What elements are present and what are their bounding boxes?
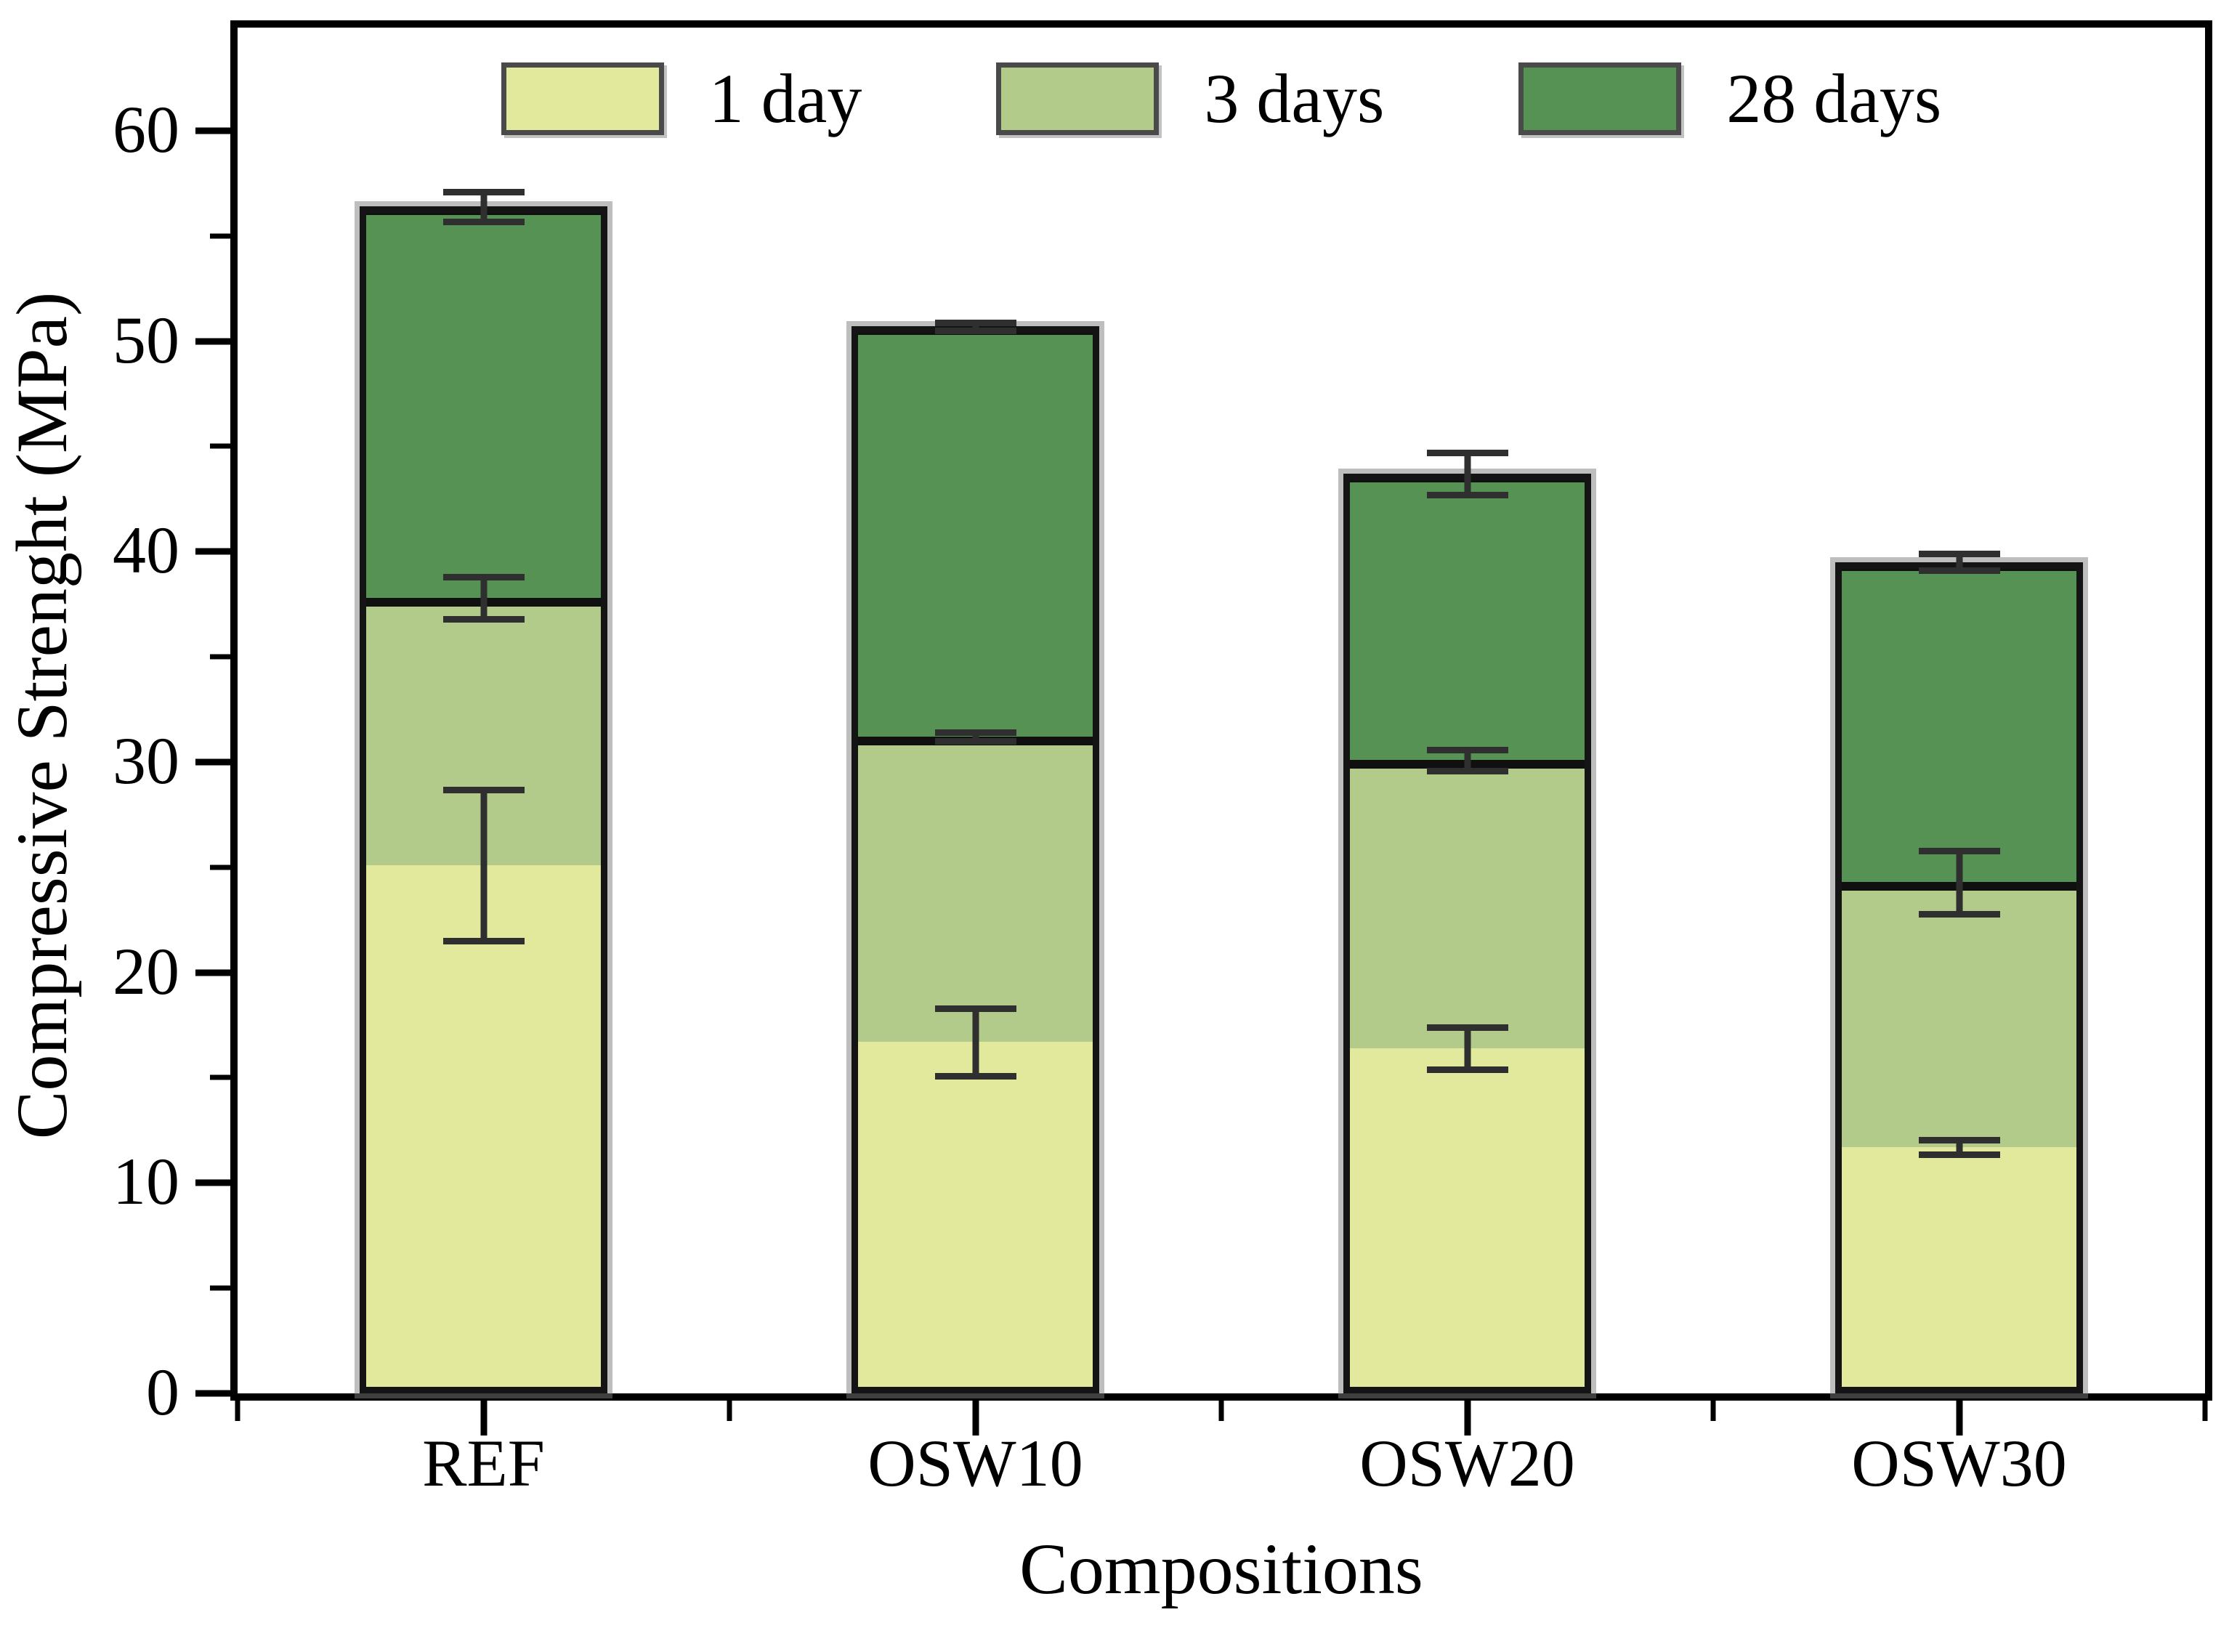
legend-swatch-3-days [996, 62, 1160, 135]
y-tick-label-40: 40 [113, 513, 179, 588]
y-axis-label: Compressive Strenght (MPa) [1, 291, 82, 1140]
y-tick-60 [195, 127, 230, 134]
error-bar-OSW10-28-days-line [972, 322, 979, 331]
y-tick-20 [195, 969, 230, 976]
error-bar-OSW20-28-days-line [1464, 453, 1471, 495]
y-tick-10 [195, 1179, 230, 1186]
x-tick-OSW20 [1464, 1401, 1471, 1436]
y-tick-label-30: 30 [113, 724, 179, 798]
x-minor-tick-0 [235, 1401, 240, 1421]
error-bar-OSW10-1-day-line [972, 1008, 979, 1076]
x-minor-tick-2 [1218, 1401, 1224, 1421]
x-tick-label-OSW10: OSW10 [867, 1426, 1083, 1500]
legend-label-1-day: 1 day [708, 60, 862, 137]
bar-segment-REF-1-day [359, 865, 608, 1393]
bar-outline-OSW20 [1338, 469, 1597, 1398]
error-bar-REF-1-day-cap-top [442, 786, 525, 793]
y-tick-label-0: 0 [146, 1355, 179, 1430]
error-bar-OSW20-1-day-line [1464, 1027, 1471, 1069]
legend-swatch-28-days [1518, 62, 1682, 135]
error-bar-REF-28-days-line [480, 191, 487, 222]
y-minor-tick-55 [210, 233, 230, 239]
error-bar-OSW10-28-days-cap-bottom [934, 328, 1016, 335]
y-minor-tick-15 [210, 1074, 230, 1080]
y-minor-tick-5 [210, 1285, 230, 1291]
error-bar-OSW10-28-days-cap-top [934, 319, 1016, 326]
y-tick-0 [195, 1390, 230, 1397]
x-tick-label-OSW30: OSW30 [1851, 1426, 2067, 1500]
x-tick-REF [480, 1401, 487, 1436]
error-bar-REF-1-day-line [480, 789, 487, 942]
bar-segment-OSW10-3-days [851, 737, 1100, 1042]
error-bar-OSW30-3-days-cap-bottom [1918, 910, 2000, 918]
x-minor-tick-1 [727, 1401, 732, 1421]
y-tick-40 [195, 548, 230, 555]
error-bar-OSW20-1-day-cap-top [1426, 1024, 1508, 1031]
error-bar-OSW30-3-days-line [1956, 850, 1962, 914]
bar-outline-OSW10 [846, 321, 1105, 1398]
legend-item-28-days: 28 days [1518, 62, 1941, 135]
legend-label-28-days: 28 days [1726, 60, 1942, 137]
error-bar-OSW30-28-days-cap-top [1918, 551, 2000, 558]
error-bar-OSW10-1-day-cap-bottom [934, 1072, 1016, 1080]
error-bar-OSW20-3-days-cap-bottom [1426, 767, 1508, 774]
x-tick-label-REF: REF [422, 1426, 545, 1500]
error-bar-OSW10-3-days-cap-bottom [934, 738, 1016, 745]
y-minor-tick-45 [210, 443, 230, 449]
bar-segment-OSW30-1-day [1834, 1147, 2084, 1393]
y-tick-50 [195, 338, 230, 345]
y-tick-label-20: 20 [113, 934, 179, 1008]
error-bar-REF-28-days-cap-bottom [442, 218, 525, 225]
x-minor-tick-3 [1710, 1401, 1716, 1421]
error-bar-OSW30-28-days-line [1956, 554, 1962, 571]
legend-swatch-1-day [501, 62, 664, 135]
bar-segment-OSW30-28-days [1834, 562, 2084, 883]
error-bar-OSW30-1-day-line [1956, 1139, 1962, 1155]
x-axis-label: Compositions [1019, 1528, 1423, 1609]
y-minor-tick-35 [210, 654, 230, 660]
error-bar-OSW10-1-day-cap-top [934, 1005, 1016, 1012]
bar-segment-OSW10-1-day [851, 1042, 1100, 1393]
error-bar-OSW20-3-days-line [1464, 749, 1471, 771]
error-bar-OSW30-3-days-cap-top [1918, 847, 2000, 854]
x-tick-label-OSW20: OSW20 [1359, 1426, 1575, 1500]
error-bar-REF-28-days-cap-top [442, 188, 525, 195]
legend-item-1-day: 1 day [501, 62, 862, 135]
error-bar-OSW30-1-day-cap-bottom [1918, 1151, 2000, 1159]
error-bar-REF-3-days-cap-bottom [442, 615, 525, 623]
error-bar-OSW20-3-days-cap-top [1426, 746, 1508, 753]
bar-segment-OSW20-1-day [1343, 1048, 1592, 1393]
error-bar-OSW10-3-days-line [972, 732, 979, 741]
error-bar-REF-1-day-cap-bottom [442, 938, 525, 945]
y-tick-label-50: 50 [113, 302, 179, 377]
y-tick-30 [195, 758, 230, 766]
error-bar-OSW20-1-day-cap-bottom [1426, 1066, 1508, 1073]
error-bar-OSW10-3-days-cap-top [934, 729, 1016, 737]
y-minor-tick-25 [210, 865, 230, 870]
legend-label-3-days: 3 days [1204, 60, 1385, 137]
bar-segment-REF-28-days [359, 206, 608, 599]
legend: 1 day 3 days 28 days [238, 62, 2205, 135]
x-minor-tick-4 [2202, 1401, 2208, 1421]
error-bar-REF-3-days-line [480, 577, 487, 619]
error-bar-OSW30-28-days-cap-bottom [1918, 567, 2000, 575]
y-tick-label-60: 60 [113, 92, 179, 167]
x-tick-OSW30 [1956, 1401, 1962, 1436]
plot-area: 0 10 20 30 40 50 60 REF OSW10 OSW20 OSW30 1 day 3 da… [113, 20, 2212, 1497]
error-bar-OSW20-28-days-cap-bottom [1426, 492, 1508, 499]
bar-outline-OSW30 [1829, 556, 2089, 1398]
error-bar-REF-3-days-cap-top [442, 574, 525, 581]
error-bar-OSW20-28-days-cap-top [1426, 450, 1508, 457]
y-tick-label-10: 10 [113, 1144, 179, 1219]
legend-item-3-days: 3 days [996, 62, 1384, 135]
error-bar-OSW30-1-day-cap-top [1918, 1136, 2000, 1143]
x-tick-OSW10 [972, 1401, 979, 1436]
bar-segment-OSW30-3-days [1834, 882, 2084, 1148]
